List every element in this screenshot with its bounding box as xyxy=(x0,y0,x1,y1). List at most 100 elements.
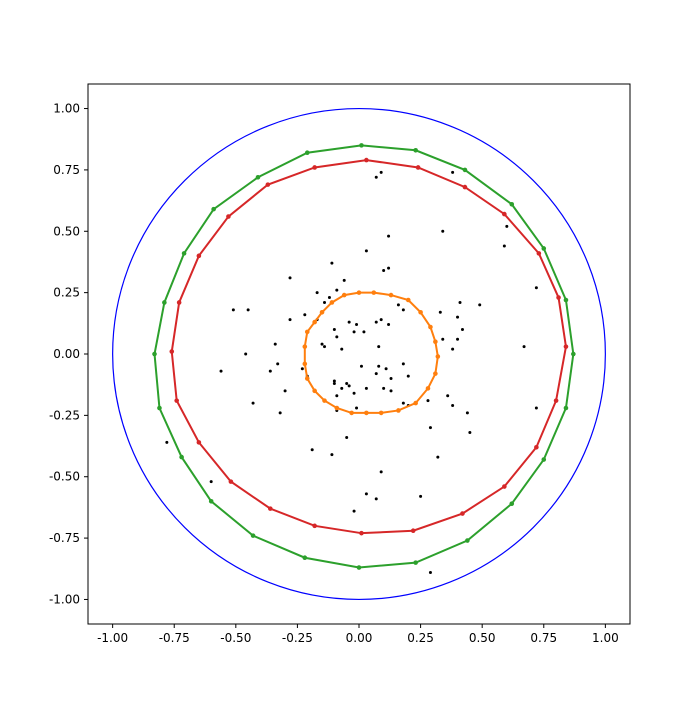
series-3-point xyxy=(563,297,569,303)
scatter-point xyxy=(273,342,277,346)
scatter-point xyxy=(377,345,381,349)
series-3-point xyxy=(509,201,515,207)
scatter-point xyxy=(209,480,213,484)
scatter-point xyxy=(419,494,423,498)
scatter-point xyxy=(310,448,314,452)
series-1-point xyxy=(435,354,441,359)
series-3-point xyxy=(208,498,214,504)
scatter-point xyxy=(327,296,331,300)
scatter-point xyxy=(468,431,472,435)
scatter-point xyxy=(387,234,391,238)
series-3-point xyxy=(152,351,157,357)
scatter-point xyxy=(231,308,235,312)
scatter-point xyxy=(502,244,506,248)
series-0 xyxy=(165,170,538,574)
series-3-point xyxy=(304,150,310,156)
scatter-point xyxy=(352,391,356,395)
series-2-point xyxy=(312,523,317,529)
scatter-point xyxy=(374,497,378,501)
scatter-point xyxy=(534,406,538,410)
series-1-point xyxy=(304,376,310,381)
scatter-point xyxy=(438,310,442,314)
series-1 xyxy=(302,290,441,416)
scatter-point xyxy=(441,337,445,341)
scatter-point xyxy=(451,347,455,351)
series-2-point xyxy=(268,506,273,511)
scatter-point xyxy=(359,364,363,368)
series-1-point xyxy=(364,410,369,416)
series-2 xyxy=(169,157,569,536)
series-1-point xyxy=(312,319,317,325)
series-3 xyxy=(152,143,576,570)
scatter-point xyxy=(347,320,351,324)
series-3-point xyxy=(413,147,418,153)
scatter-point xyxy=(465,411,469,415)
series-1-point xyxy=(356,290,362,295)
scatter-point xyxy=(278,411,282,415)
series-2-point xyxy=(174,398,179,403)
series-2-point xyxy=(359,530,364,536)
scatter-point xyxy=(384,367,388,371)
scatter-point xyxy=(330,261,334,265)
scatter-point xyxy=(340,386,344,390)
scatter-point xyxy=(165,440,169,444)
series-2-point xyxy=(176,300,182,305)
series-3-point xyxy=(541,246,547,251)
series-1-point xyxy=(433,371,438,376)
scatter-point xyxy=(379,170,383,174)
scatter-point xyxy=(288,276,292,280)
series-2-point xyxy=(556,295,561,300)
scatter-point xyxy=(478,303,482,307)
series-3-point xyxy=(179,454,184,460)
series-1-point xyxy=(312,388,317,394)
scatter-point xyxy=(428,426,432,430)
series-3-point xyxy=(250,533,256,538)
scatter-point xyxy=(389,389,393,393)
x-tick-label: 0.25 xyxy=(407,631,434,645)
series-3-point xyxy=(255,174,261,180)
scatter-point xyxy=(428,570,432,574)
series-2-point xyxy=(312,165,317,170)
y-tick-label: 0.75 xyxy=(53,163,80,177)
scatter-point xyxy=(426,399,430,403)
series-3-point xyxy=(541,457,547,462)
series-1-point xyxy=(425,386,431,391)
series-1-point xyxy=(302,361,308,367)
series-2-point xyxy=(462,184,468,190)
series-3-point xyxy=(465,538,470,543)
scatter-point xyxy=(379,470,383,474)
series-3-point xyxy=(571,351,576,357)
scatter-point xyxy=(335,335,339,339)
series-3-point xyxy=(181,251,187,256)
scatter-point xyxy=(387,323,391,327)
series-1-point xyxy=(302,344,308,349)
series-1-point xyxy=(418,309,423,315)
series-2-point xyxy=(265,182,271,187)
series-layer xyxy=(152,143,576,574)
scatter-point xyxy=(441,229,445,233)
scatter-point xyxy=(387,266,391,270)
series-2-point xyxy=(226,214,231,219)
scatter-point xyxy=(456,315,460,319)
series-3-point xyxy=(509,501,515,507)
scatter-point xyxy=(505,224,509,228)
series-3-point xyxy=(413,560,418,565)
scatter-point xyxy=(320,342,324,346)
x-tick-label: 1.00 xyxy=(592,631,619,645)
scatter-point xyxy=(315,291,319,295)
series-2-point xyxy=(502,484,507,489)
series-2-point xyxy=(502,211,507,217)
scatter-point xyxy=(345,381,349,385)
scatter-point xyxy=(401,401,405,405)
scatter-point xyxy=(389,377,393,381)
series-2-point xyxy=(536,251,542,256)
series-1-line xyxy=(303,291,439,414)
y-tick-label: 0.25 xyxy=(53,286,80,300)
y-tick-label: -0.25 xyxy=(49,408,80,422)
unit-circle xyxy=(112,107,606,601)
scatter-point xyxy=(303,313,307,317)
series-1-point xyxy=(405,297,411,303)
x-tick-label: -1.00 xyxy=(97,631,128,645)
series-3-point xyxy=(302,555,308,561)
